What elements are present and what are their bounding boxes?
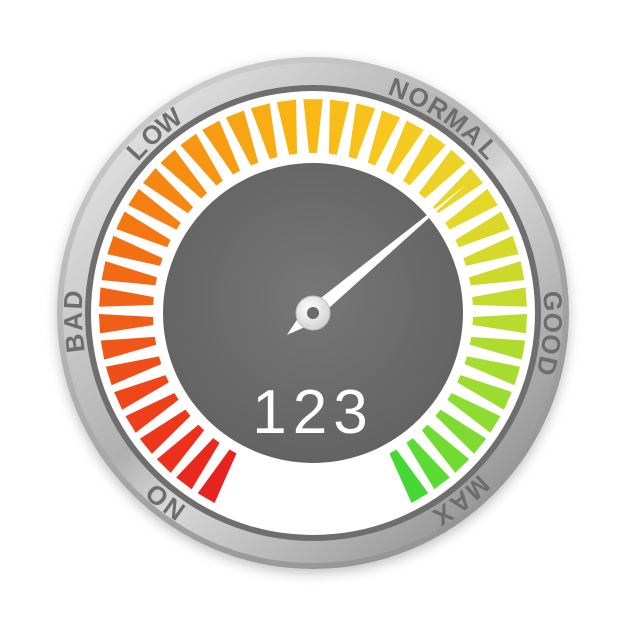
gauge-value: 123: [252, 378, 373, 447]
gauge-zone-label: A: [58, 311, 89, 331]
gauge-zone-label: O: [537, 312, 568, 334]
gauge-zone-label: O: [535, 332, 567, 357]
gauge-zone-label: B: [59, 332, 91, 355]
gauge-zone-label: G: [537, 290, 568, 312]
gauge-container: 123 NOBADLOWNORMALGOODMAX: [0, 0, 626, 626]
gauge-zone-label: D: [58, 289, 89, 310]
gauge-infographic: 123 NOBADLOWNORMALGOODMAX: [0, 0, 626, 626]
